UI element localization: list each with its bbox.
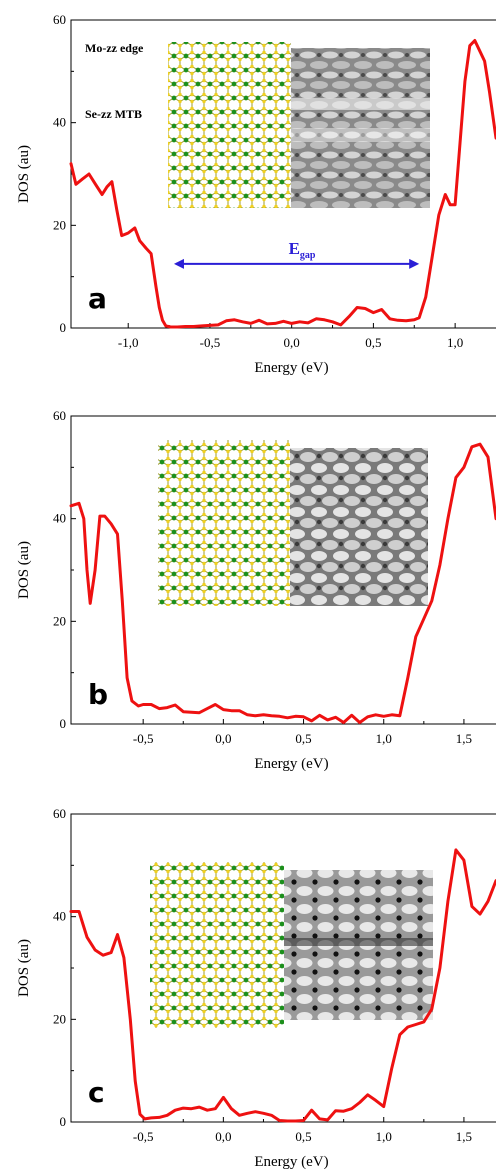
x-axis-label: Energy (eV) xyxy=(254,1154,328,1170)
panel-a: 0 20 40 60 -1,0 -0,5 0,0 0,5 1,0 Energy (eV) DOS (… xyxy=(16,12,496,376)
atomic-structure-image xyxy=(168,42,291,208)
atomic-structure-image xyxy=(158,440,290,606)
x-tick-label: 1,0 xyxy=(376,1129,392,1144)
stm-simulation-image xyxy=(291,48,430,208)
stm-bright-stripe xyxy=(291,128,430,142)
gap-label: Egap xyxy=(289,239,316,261)
stm-bright-stripe xyxy=(291,98,430,110)
axes: 0 20 40 60 -1,0 -0,5 0,0 0,5 1,0 Energy (eV) DOS (… xyxy=(16,12,496,376)
x-axis-label: Energy (eV) xyxy=(254,756,328,772)
dos-curve xyxy=(69,39,496,329)
y-axis-label: DOS (au) xyxy=(16,145,32,203)
y-tick-label: 20 xyxy=(53,217,66,232)
x-tick-label: 1,0 xyxy=(376,731,392,746)
gap-arrow-head-right xyxy=(409,258,420,269)
panel-c: 0 20 40 60 -0,5 0,0 0,5 1,0 1,5 Energy (eV) DOS (a… xyxy=(16,806,496,1170)
y-tick-label: 40 xyxy=(53,115,66,130)
inset-structure-a: Mo-zz edge Se-zz MTB xyxy=(85,41,430,208)
panel-letter: a xyxy=(88,282,107,315)
y-tick-label: 20 xyxy=(53,613,66,628)
x-axis-label: Energy (eV) xyxy=(254,360,328,376)
x-tick-label: 0,0 xyxy=(215,731,231,746)
inset-label-se-zz-mtb: Se-zz MTB xyxy=(85,107,142,121)
panel-b: 0 20 40 60 -0,5 0,0 0,5 1,0 1,5 Energy (eV) DOS (a… xyxy=(16,408,496,772)
x-tick-label: 1,0 xyxy=(447,335,463,350)
x-tick-label: -1,0 xyxy=(118,335,139,350)
atomic-structure-image xyxy=(150,862,284,1028)
x-tick-label: -0,5 xyxy=(133,731,154,746)
y-tick-label: 60 xyxy=(53,806,66,821)
x-tick-label: 1,5 xyxy=(456,731,472,746)
y-tick-label: 40 xyxy=(53,909,66,924)
x-tick-label: 0,5 xyxy=(295,1129,311,1144)
y-axis-label: DOS (au) xyxy=(16,541,32,599)
stm-dark-stripe xyxy=(284,938,433,946)
y-tick-label: 0 xyxy=(60,716,67,731)
y-tick-label: 0 xyxy=(60,320,67,335)
y-tick-label: 20 xyxy=(53,1011,66,1026)
x-tick-label: 0,5 xyxy=(295,731,311,746)
axes: 0 20 40 60 -0,5 0,0 0,5 1,0 1,5 Energy (eV) DOS (a… xyxy=(16,408,496,772)
y-tick-label: 60 xyxy=(53,408,66,423)
x-tick-label: 0,5 xyxy=(365,335,381,350)
gap-label-subscript: gap xyxy=(300,250,316,261)
inset-label-mo-zz-edge: Mo-zz edge xyxy=(85,41,144,55)
y-tick-label: 60 xyxy=(53,12,66,27)
y-tick-label: 0 xyxy=(60,1114,67,1129)
gap-label-main: E xyxy=(289,239,300,258)
axes: 0 20 40 60 -0,5 0,0 0,5 1,0 1,5 Energy (eV) DOS (a… xyxy=(16,806,496,1170)
x-tick-label: -0,5 xyxy=(133,1129,154,1144)
energy-gap-annotation: Egap xyxy=(173,239,420,269)
x-tick-label: 0,0 xyxy=(284,335,300,350)
dos-curve xyxy=(69,442,496,724)
stm-simulation-image xyxy=(290,448,428,606)
inset-structure-b xyxy=(158,440,428,606)
inset-structure-c xyxy=(150,862,433,1028)
y-axis-label: DOS (au) xyxy=(16,939,32,997)
y-tick-label: 40 xyxy=(53,511,66,526)
gap-arrow-head-left xyxy=(173,258,184,269)
panel-letter: c xyxy=(88,1076,105,1109)
x-tick-label: 1,5 xyxy=(456,1129,472,1144)
x-tick-label: 0,0 xyxy=(215,1129,231,1144)
dos-curve xyxy=(69,848,496,1123)
x-tick-label: -0,5 xyxy=(200,335,221,350)
panel-letter: b xyxy=(88,678,108,711)
